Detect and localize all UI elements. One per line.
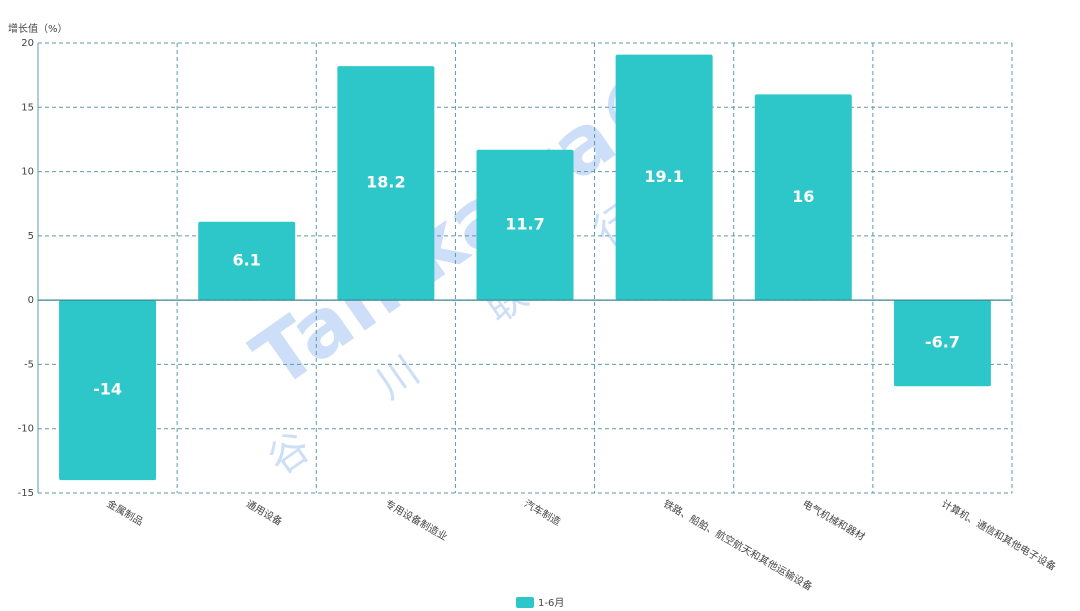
legend-label: 1-6月 xyxy=(538,597,564,609)
bar xyxy=(893,300,991,387)
x-tick-label: 铁路、船舶、航空航天和其他运输设备 xyxy=(661,497,815,593)
x-tick-label: 金属制品 xyxy=(105,497,146,528)
x-tick-label: 电气机械和器材 xyxy=(800,497,867,543)
y-tick-label: -5 xyxy=(24,359,34,370)
y-axis-label: 增长值（%） xyxy=(8,22,68,35)
y-tick-label: 0 xyxy=(28,295,34,306)
value-label: -6.7 xyxy=(925,333,960,352)
y-tick-label: -15 xyxy=(18,488,34,499)
value-label: 6.1 xyxy=(233,250,261,269)
bar xyxy=(754,94,852,301)
x-tick-label: 专用设备制造业 xyxy=(383,497,450,543)
y-tick-label: 15 xyxy=(21,102,34,113)
value-label: 18.2 xyxy=(366,173,405,192)
y-tick-label: 10 xyxy=(21,167,34,178)
value-label: 19.1 xyxy=(644,167,683,186)
bar xyxy=(615,54,713,301)
x-tick-label: 计算机、通信和其他电子设备 xyxy=(939,497,1058,573)
value-label: 16 xyxy=(792,187,814,206)
bar xyxy=(59,300,157,481)
y-tick-label: -10 xyxy=(18,424,34,435)
value-label: -14 xyxy=(93,380,122,399)
x-tick-label: 通用设备 xyxy=(244,497,285,528)
bar xyxy=(198,221,296,301)
y-tick-label: 5 xyxy=(28,231,34,242)
y-tick-label: 20 xyxy=(21,38,34,49)
x-tick-label: 汽车制造 xyxy=(522,497,563,528)
bar xyxy=(476,149,574,301)
bar xyxy=(337,66,435,301)
legend-swatch xyxy=(516,597,534,608)
value-label: 11.7 xyxy=(505,214,544,233)
